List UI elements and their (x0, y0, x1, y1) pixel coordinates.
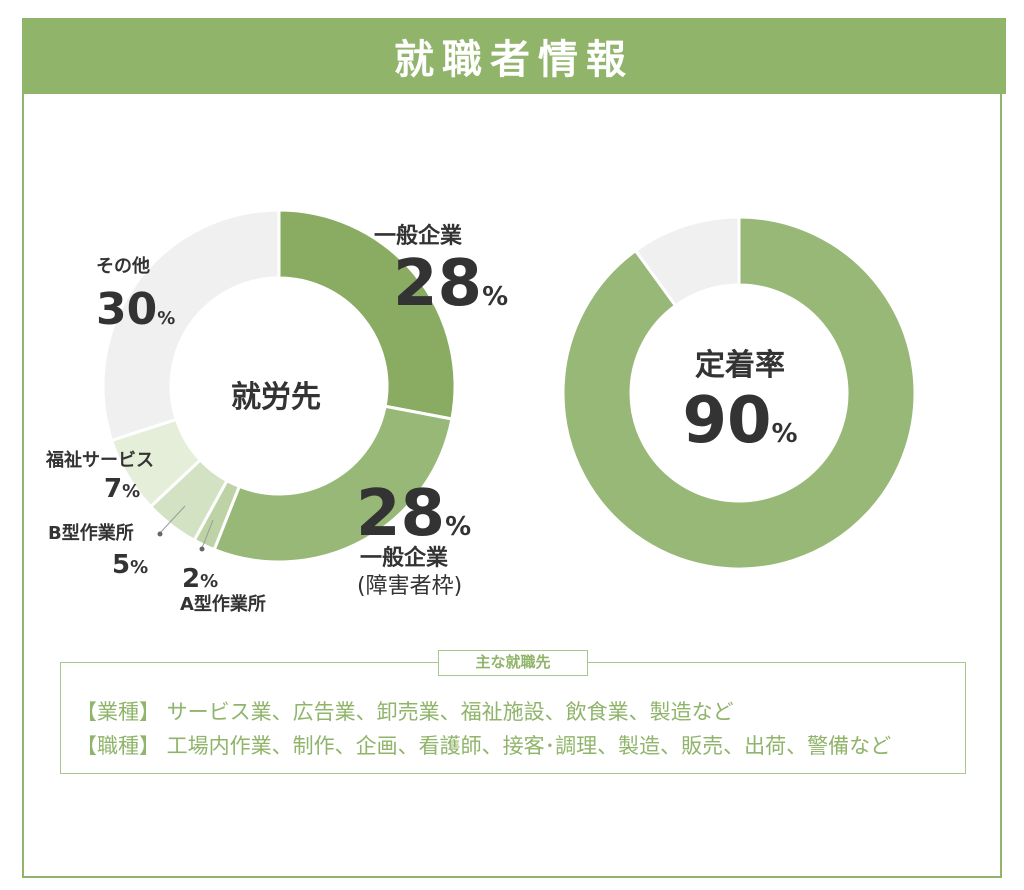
general-pct: % (482, 282, 509, 312)
leader-line-typeB (159, 505, 186, 534)
other-pct: % (157, 308, 176, 329)
retention-slice-0 (561, 215, 917, 571)
workplace-slice-0 (277, 208, 457, 421)
label-typeA-name: A型作業所 (180, 594, 266, 615)
workplace-slice-1 (212, 404, 454, 564)
jobs-occupation: 【職種】 工場内作業、制作、企画、看護師、接客･調理、製造、販売、出荷、警備など (76, 734, 892, 758)
retention-donut (561, 215, 917, 571)
typeA-pct: % (200, 571, 219, 592)
typeB-num: 5 (112, 550, 131, 580)
jobs-industry: 【業種】 サービス業、広告業、卸売業、福祉施設、飲食業、製造など (76, 700, 734, 724)
workplace-center-label: 就労先 (231, 380, 321, 415)
label-typeB-name: B型作業所 (48, 523, 134, 544)
label-disability-sub: (障害者枠) (357, 574, 463, 599)
label-typeA-value: 2% (182, 566, 218, 592)
other-num: 30 (96, 284, 158, 335)
leader-dot-typeB (157, 531, 163, 537)
label-other-value: 30% (96, 288, 175, 332)
welfare-num: 7 (104, 474, 123, 504)
label-disability-name: 一般企業 (360, 546, 449, 571)
retention-center-value: 90% (640, 384, 840, 458)
label-typeB-value: 5% (112, 552, 148, 578)
leader-lines (157, 505, 214, 552)
typeB-pct: % (130, 557, 149, 578)
leader-dot-typeA (199, 546, 205, 552)
leader-line-typeA (201, 519, 214, 549)
label-general-value: 28% (393, 252, 508, 316)
label-welfare-name: 福祉サービス (46, 450, 154, 471)
retention-value: 90 (682, 384, 772, 458)
label-disability-value: 28% (356, 482, 471, 546)
label-general-name: 一般企業 (374, 224, 463, 249)
workplace-slice-5 (101, 208, 281, 443)
label-welfare-value: 7% (104, 476, 140, 502)
retention-center-label: 定着率 (695, 348, 785, 383)
typeA-num: 2 (182, 564, 201, 594)
header-banner: 就職者情報 (22, 18, 1006, 94)
welfare-pct: % (122, 481, 141, 502)
retention-slice-1 (633, 215, 741, 308)
disability-pct: % (445, 512, 472, 542)
general-num: 28 (393, 247, 483, 321)
retention-percent-sign: % (771, 419, 798, 449)
page-title: 就職者情報 (394, 37, 634, 83)
workplace-donut (101, 208, 457, 564)
disability-num: 28 (356, 477, 446, 551)
label-other-name: その他 (96, 256, 150, 277)
jobs-title: 主な就職先 (438, 650, 588, 676)
